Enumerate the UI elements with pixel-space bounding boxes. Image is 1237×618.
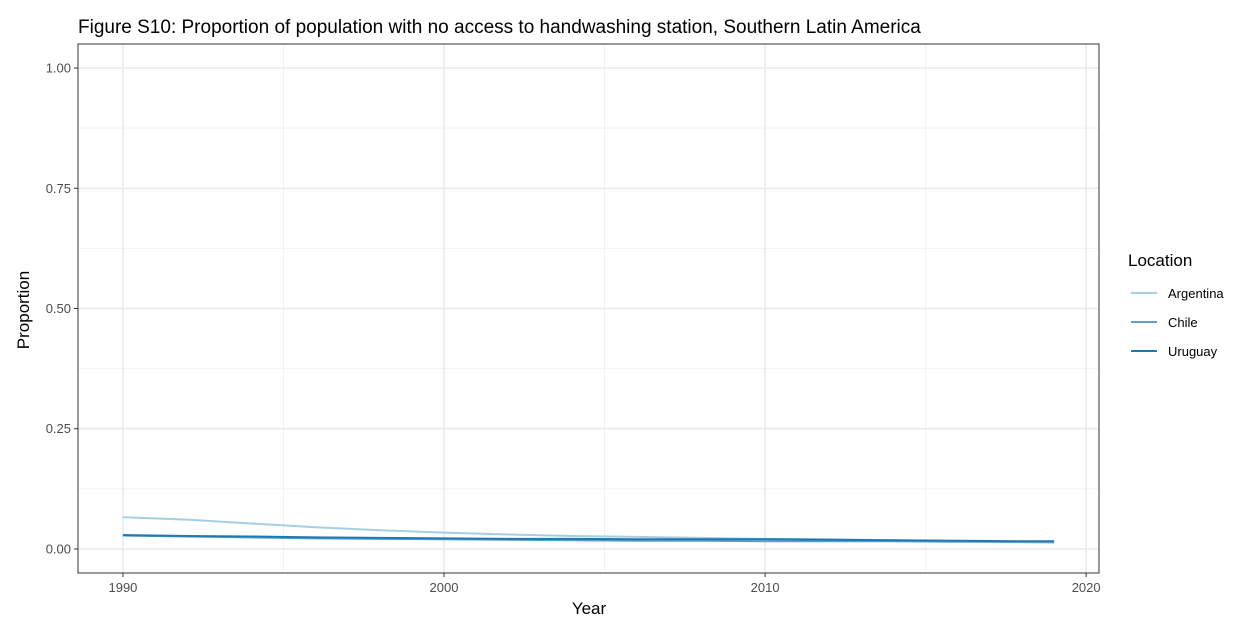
legend-items: Argentina Chile Uruguay — [1131, 286, 1224, 359]
x-tick-label: 2000 — [430, 580, 459, 595]
legend-label-uruguay: Uruguay — [1168, 344, 1218, 359]
legend: Location Argentina Chile Uruguay — [1128, 251, 1224, 359]
y-tick-label: 0.25 — [46, 421, 71, 436]
y-tick-label: 0.75 — [46, 181, 71, 196]
y-tick-label: 0.00 — [46, 541, 71, 556]
x-tick-label: 2010 — [751, 580, 780, 595]
series-line-uruguay — [122, 534, 1055, 543]
series-lines — [122, 516, 1055, 544]
legend-label-argentina: Argentina — [1168, 286, 1224, 301]
grid-lines — [78, 44, 1099, 573]
x-axis-title: Year — [572, 599, 607, 618]
x-tick-label: 2020 — [1072, 580, 1101, 595]
y-axis-title: Proportion — [14, 271, 33, 349]
chart-title: Figure S10: Proportion of population wit… — [78, 17, 921, 38]
legend-title: Location — [1128, 251, 1192, 270]
x-tick-label: 1990 — [108, 580, 137, 595]
legend-label-chile: Chile — [1168, 315, 1198, 330]
y-tick-label: 0.50 — [46, 301, 71, 316]
y-tick-label: 1.00 — [46, 61, 71, 76]
axis-ticks: 1990 2000 2010 2020 0.00 0.25 0.50 0.75 1.00 — [46, 61, 1101, 595]
